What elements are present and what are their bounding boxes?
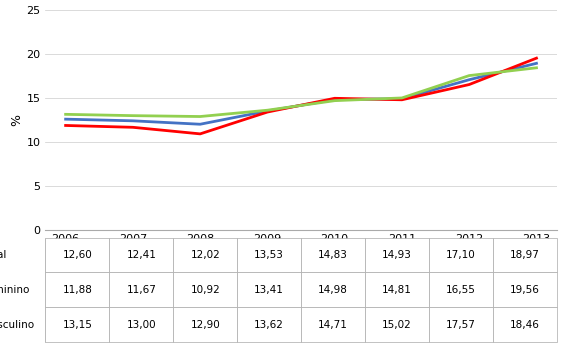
Text: Total: Total — [0, 250, 6, 260]
Y-axis label: %: % — [11, 114, 24, 126]
Text: Masculino: Masculino — [0, 320, 34, 329]
Text: Feminino: Feminino — [0, 285, 29, 295]
